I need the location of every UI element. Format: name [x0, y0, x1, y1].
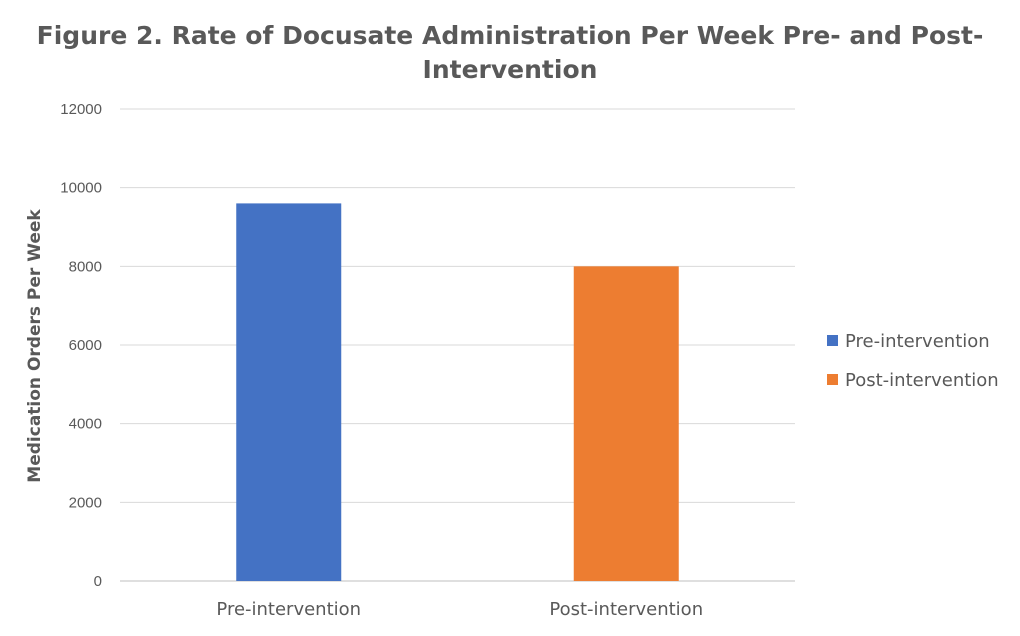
- y-tick-label: 0: [94, 573, 102, 590]
- y-tick-label: 12000: [60, 101, 102, 118]
- y-axis-label: Medication Orders Per Week: [25, 209, 45, 483]
- x-axis-ticks: Pre-intervention Post-intervention: [216, 599, 703, 620]
- legend-label: Pre-intervention: [845, 331, 990, 352]
- legend-label: Post-intervention: [845, 370, 999, 391]
- y-tick-label: 10000: [60, 180, 102, 197]
- chart-title-line-1: Figure 2. Rate of Docusate Administratio…: [37, 21, 984, 50]
- chart-title-line-2: Intervention: [423, 55, 598, 84]
- bar-pre-intervention: [236, 203, 342, 581]
- y-tick-label: 6000: [69, 337, 102, 354]
- x-tick-label: Pre-intervention: [216, 599, 361, 620]
- y-tick-label: 8000: [69, 258, 102, 275]
- y-axis-ticks: 0 2000 4000 6000 8000 10000 12000: [60, 101, 102, 590]
- bars: [236, 203, 679, 581]
- x-tick-label: Post-intervention: [549, 599, 703, 620]
- legend-swatch: [827, 335, 838, 346]
- gridlines: [120, 108, 795, 582]
- legend-swatch: [827, 374, 838, 385]
- y-tick-label: 2000: [69, 494, 102, 511]
- y-tick-label: 4000: [69, 416, 102, 433]
- bar-post-intervention: [573, 266, 679, 581]
- legend: Pre-intervention Post-intervention: [827, 331, 999, 391]
